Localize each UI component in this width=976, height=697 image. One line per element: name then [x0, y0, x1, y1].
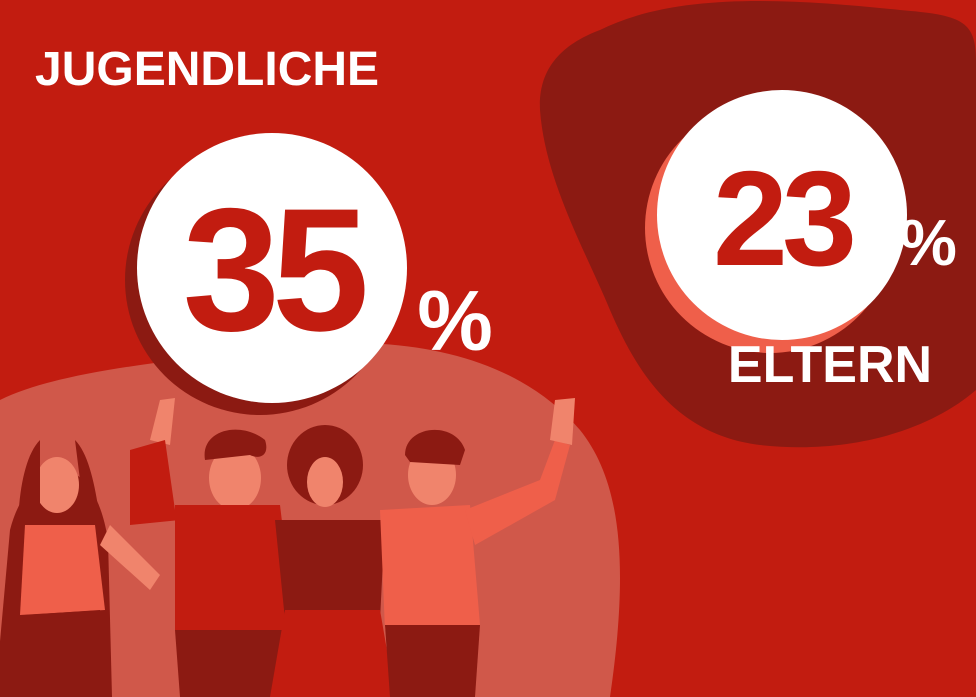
percent-sign: %	[899, 206, 957, 279]
group-label: JUGENDLICHE	[35, 43, 379, 96]
group-label: ELTERN	[728, 336, 932, 394]
people-illustration	[0, 398, 575, 697]
circle	[657, 90, 907, 340]
percent-sign: %	[417, 274, 493, 369]
percent-value: 35	[183, 173, 365, 368]
percent-value: 23	[713, 143, 853, 294]
circle	[137, 133, 407, 403]
